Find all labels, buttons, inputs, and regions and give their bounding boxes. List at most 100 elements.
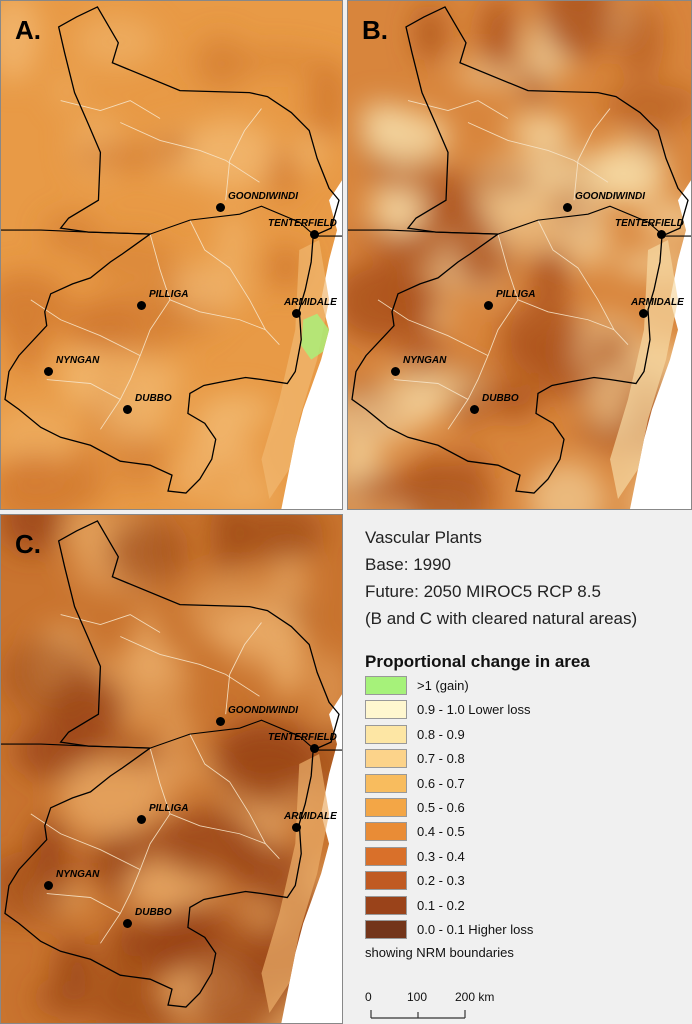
map-panel-b: B. GOONDIWINDI TENTERFIELD PILLIGA ARMIDALE… — [347, 0, 692, 510]
town-marker-armidale — [638, 308, 648, 318]
nrm-boundary — [46, 893, 121, 914]
panel-label-c: C. — [15, 529, 41, 559]
legend-label: 0.8 - 0.9 — [417, 726, 465, 742]
panel-label-a: A. — [15, 15, 41, 45]
coast-ocean — [630, 180, 691, 509]
nrm-boundary — [169, 813, 266, 845]
legend-label: 0.9 - 1.0 Lower loss — [417, 702, 531, 718]
nrm-boundary — [169, 299, 266, 331]
legend-swatch — [365, 676, 407, 695]
nrm-boundary — [120, 122, 260, 183]
nrm-boundary — [517, 299, 615, 331]
legend-swatch — [365, 920, 407, 939]
region-boundary — [4, 6, 340, 494]
town-label-goondiwindi: GOONDIWINDI — [228, 191, 298, 202]
town-marker-nyngan — [390, 366, 400, 376]
info-base: Base: 1990 — [365, 555, 452, 574]
town-marker-dubbo — [122, 918, 132, 928]
legend-swatch — [365, 822, 407, 842]
legend-swatch — [365, 846, 407, 866]
legend-swatch — [365, 798, 407, 817]
town-label-armidale: ARMIDALE — [284, 297, 337, 308]
town-marker-pilliga — [136, 814, 146, 824]
nrm-boundary — [100, 233, 171, 430]
legend-label: >1 (gain) — [417, 678, 469, 693]
town-label-nyngan: NYNGAN — [56, 869, 100, 880]
terrain-texture — [1, 515, 342, 1023]
legend-label: 0.7 - 0.8 — [417, 751, 465, 767]
town-label-dubbo: DUBBO — [482, 393, 519, 404]
info-taxon: Vascular Plants — [365, 528, 482, 547]
terrain-texture — [348, 1, 691, 509]
panel-label-b: B. — [362, 15, 388, 45]
legend-swatch — [365, 724, 407, 744]
coast-ocean — [281, 180, 342, 509]
legend-swatch — [365, 871, 407, 891]
info-note: (B and C with cleared natural areas) — [365, 609, 638, 628]
nrm-boundary — [447, 233, 519, 430]
scale-label-200: 200 km — [455, 990, 495, 1004]
legend-label: 0.2 - 0.3 — [417, 873, 465, 889]
region-boundary — [351, 6, 689, 494]
terrain-texture — [1, 1, 342, 509]
gain-area — [301, 313, 330, 360]
town-label-tenterfield: TENTERFIELD — [615, 218, 684, 229]
town-label-armidale: ARMIDALE — [631, 297, 684, 308]
legend-panel: Vascular Plants Base: 1990 Future: 2050 … — [343, 514, 692, 1024]
town-marker-dubbo — [469, 404, 479, 414]
nrm-boundary — [100, 747, 171, 944]
legend-swatch — [365, 700, 407, 720]
legend-swatch — [365, 895, 407, 915]
map-c-graphic — [1, 515, 342, 1023]
town-marker-goondiwindi — [215, 716, 225, 726]
state-border — [348, 205, 691, 237]
legend-label: 0.4 - 0.5 — [417, 824, 465, 840]
nrm-boundary — [225, 108, 262, 201]
state-border — [1, 205, 342, 237]
scale-bar — [370, 1010, 466, 1019]
legend-swatch — [365, 773, 407, 793]
region-boundary — [4, 520, 340, 1008]
town-label-pilliga: PILLIGA — [149, 803, 189, 814]
town-label-tenterfield: TENTERFIELD — [268, 732, 337, 743]
town-marker-goondiwindi — [562, 202, 572, 212]
nrm-boundary — [225, 622, 262, 715]
legend-label: 0.5 - 0.6 — [417, 800, 465, 815]
town-label-goondiwindi: GOONDIWINDI — [228, 705, 298, 716]
legend-title: Proportional change in area — [365, 652, 590, 671]
town-marker-armidale — [291, 822, 301, 832]
legend-label: 0.6 - 0.7 — [417, 775, 465, 791]
town-marker-tenterfield — [309, 229, 319, 239]
town-marker-pilliga — [136, 300, 146, 310]
town-marker-nyngan — [43, 880, 53, 890]
town-label-goondiwindi: GOONDIWINDI — [575, 191, 645, 202]
nrm-boundary — [189, 733, 280, 859]
state-border — [1, 719, 342, 751]
town-marker-dubbo — [122, 404, 132, 414]
legend-label: 0.0 - 0.1 Higher loss — [417, 922, 534, 937]
town-marker-goondiwindi — [215, 202, 225, 212]
legend-label: 0.1 - 0.2 — [417, 897, 465, 913]
nrm-boundary — [467, 122, 609, 183]
scale-label-0: 0 — [365, 990, 372, 1004]
town-marker-tenterfield — [656, 229, 666, 239]
town-label-pilliga: PILLIGA — [496, 289, 536, 300]
nrm-boundary — [120, 636, 260, 697]
map-panel-a: A. GOONDIWINDI TENTERFIELD PILLIGA ARMIDALE… — [0, 0, 343, 510]
scale-label-100: 100 — [407, 990, 428, 1004]
town-label-dubbo: DUBBO — [135, 907, 172, 918]
town-marker-nyngan — [43, 366, 53, 376]
town-label-nyngan: NYNGAN — [56, 355, 100, 366]
town-marker-armidale — [291, 308, 301, 318]
town-label-dubbo: DUBBO — [135, 393, 172, 404]
legend-note: showing NRM boundaries — [365, 945, 514, 960]
legend-swatch — [365, 749, 407, 769]
legend-label: 0.3 - 0.4 — [417, 848, 465, 864]
nrm-boundary — [189, 219, 280, 345]
nrm-boundary — [46, 379, 121, 400]
nrm-boundary — [393, 379, 469, 400]
town-marker-pilliga — [483, 300, 493, 310]
map-a-graphic — [1, 1, 342, 509]
town-label-nyngan: NYNGAN — [403, 355, 447, 366]
town-marker-tenterfield — [309, 743, 319, 753]
